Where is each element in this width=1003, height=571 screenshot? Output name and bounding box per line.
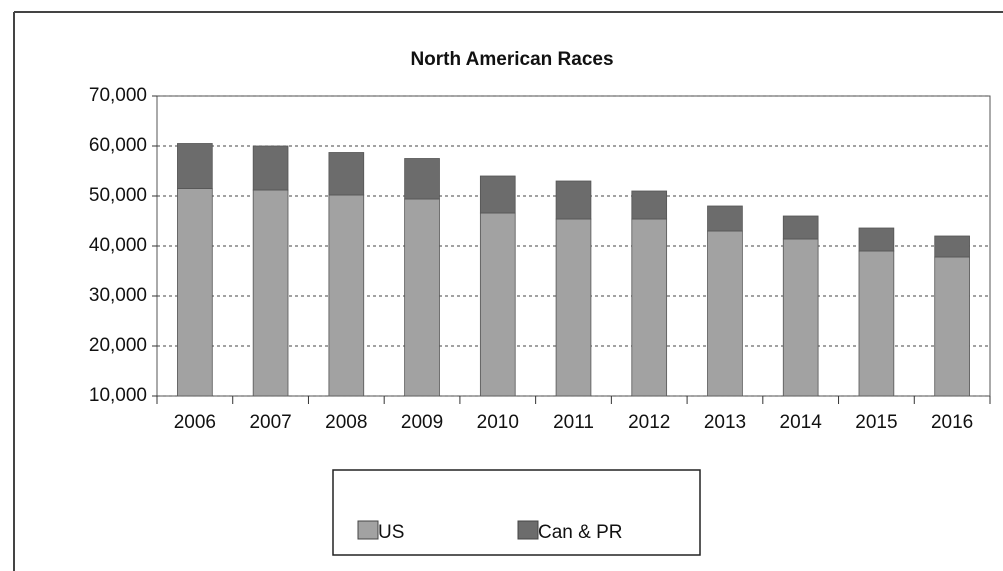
bar-segment — [707, 230, 743, 397]
legend — [332, 469, 701, 556]
bar-segment — [404, 198, 440, 397]
x-tick-label: 2014 — [780, 412, 823, 433]
chart-title: North American Races — [410, 49, 613, 70]
bar-segment — [328, 152, 365, 196]
legend-swatch — [517, 520, 539, 540]
x-tick-label: 2008 — [325, 412, 367, 433]
bar-segment — [631, 218, 668, 397]
y-tick-label: 10,000 — [89, 385, 147, 406]
bar-segment — [252, 189, 289, 397]
x-tick-label: 2015 — [855, 412, 897, 433]
bar-segment — [782, 215, 819, 240]
bar-segment — [782, 238, 819, 397]
bar-segment — [631, 190, 668, 220]
x-tick-label: 2007 — [249, 412, 291, 433]
legend-swatch — [357, 520, 379, 540]
x-tick-label: 2010 — [477, 412, 519, 433]
bar-segment — [479, 212, 516, 397]
x-tick-label: 2009 — [401, 412, 443, 433]
bar-segment — [858, 250, 895, 397]
x-tick-label: 2013 — [704, 412, 746, 433]
bar-segment — [555, 180, 592, 220]
x-tick-label: 2012 — [628, 412, 670, 433]
y-tick-label: 20,000 — [89, 335, 147, 356]
y-tick-label: 60,000 — [89, 135, 147, 156]
bar-segment — [177, 188, 213, 397]
y-tick-label: 50,000 — [89, 185, 147, 206]
bar-segment — [177, 143, 213, 189]
bar-segment — [555, 218, 592, 397]
bar-segment — [479, 175, 516, 214]
bar-segment — [707, 205, 743, 232]
x-tick-label: 2006 — [174, 412, 216, 433]
bar-segment — [858, 227, 895, 252]
bar-segment — [328, 194, 365, 397]
bar-segment — [404, 158, 440, 200]
bar-segment — [934, 256, 970, 397]
legend-label: US — [378, 522, 404, 543]
y-tick-label: 30,000 — [89, 285, 147, 306]
y-tick-label: 40,000 — [89, 235, 147, 256]
bar-segment — [252, 145, 289, 191]
x-tick-label: 2011 — [553, 412, 594, 433]
legend-label: Can & PR — [538, 522, 622, 543]
y-tick-label: 70,000 — [89, 85, 147, 106]
bar-segment — [934, 235, 970, 258]
x-tick-label: 2016 — [931, 412, 973, 433]
